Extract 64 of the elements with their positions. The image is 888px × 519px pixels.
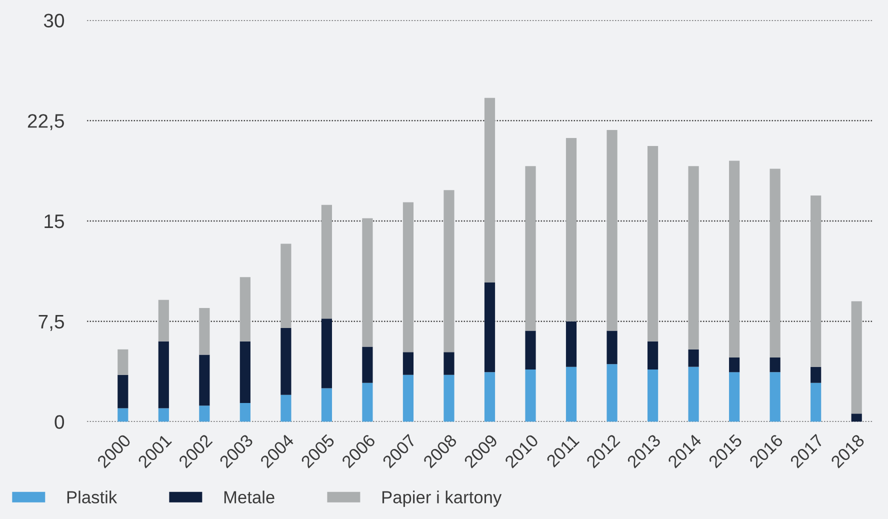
legend-label: Plastik [67,490,118,504]
bar [525,166,536,331]
bar [199,354,210,406]
bar [566,138,577,322]
bar [647,370,658,422]
bar [280,394,292,422]
bar [688,166,699,350]
bar [444,374,454,422]
bar [240,341,250,403]
bar [240,277,250,342]
bar [606,130,618,331]
bar [770,168,780,358]
bar [444,190,454,352]
bar [240,402,250,422]
bar [362,382,373,422]
bar [810,196,822,367]
bar [810,382,822,422]
y-tick-label: 0 [54,415,64,429]
bar [199,406,210,422]
bar [321,204,332,319]
bar [688,366,699,422]
bar [729,372,740,422]
bar [362,218,373,347]
bar [525,370,536,422]
bar [118,349,128,375]
bar [810,366,822,383]
bar [118,374,128,408]
bar [158,300,169,342]
bar [688,349,699,367]
bar [525,330,536,370]
bar [851,301,862,414]
bar [402,374,414,422]
bar [566,321,577,367]
y-tick-label: 7,5 [38,314,64,331]
bar [280,328,292,395]
bar [402,352,414,375]
bar [444,352,454,375]
legend-label: Papier i kartony [382,490,502,507]
y-tick-label: 22,5 [28,114,64,130]
bar [158,408,169,422]
bar [606,364,618,422]
bar [729,357,740,372]
bar [770,372,780,422]
bar [729,160,740,358]
bar [484,98,496,283]
bar [321,318,332,388]
bar [280,244,292,328]
bar [362,346,373,383]
bar [158,341,169,408]
bar [484,282,496,372]
bar [118,408,128,422]
bar [566,366,577,422]
y-tick-label: 30 [44,14,64,28]
bar [647,146,658,342]
bar [770,357,780,372]
bar [321,388,332,422]
bar [484,372,496,422]
bar [606,330,618,364]
bar [199,308,210,355]
bar [647,341,658,370]
y-tick-label: 15 [44,214,64,228]
bar [851,414,862,422]
legend-label: Metale [224,490,274,504]
bar [402,202,414,352]
